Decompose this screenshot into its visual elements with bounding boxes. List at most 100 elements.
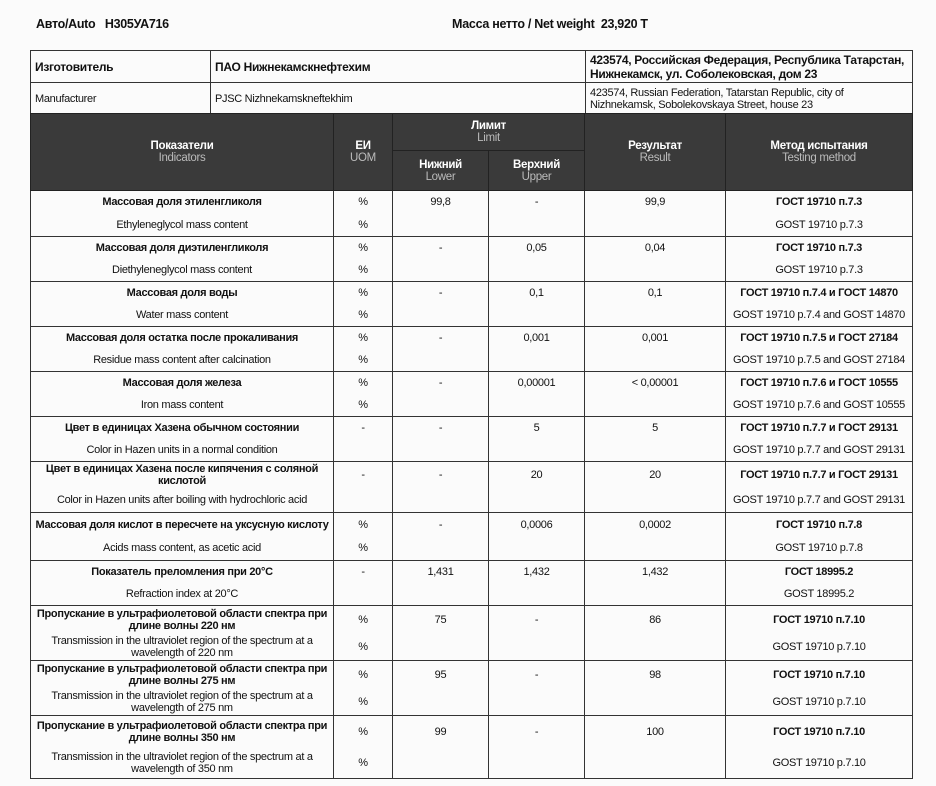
- table-row-en: Water mass content % GOST 19710 p.7.4 an…: [30, 304, 914, 327]
- manufacturer-address-ru: 423574, Российская Федерация, Республика…: [585, 50, 913, 83]
- result-value: 1,432: [584, 560, 727, 584]
- table-row-en: Color in Hazen units in a normal conditi…: [30, 439, 914, 462]
- empty-cell: [584, 213, 727, 237]
- indicator-ru: Цвет в единицах Хазена обычном состоянии: [30, 416, 334, 440]
- method-en: GOST 19710 p.7.10: [725, 747, 914, 779]
- empty-cell: [392, 213, 489, 237]
- method-ru: ГОСТ 19710 п.7.5 и ГОСТ 27184: [725, 326, 914, 350]
- empty-cell: [487, 688, 586, 716]
- col-result: Результат Result: [584, 113, 727, 191]
- uom-value-en: %: [333, 536, 393, 561]
- upper-limit: 0,05: [487, 236, 586, 260]
- vehicle-info: Авто/Auto Н305УА716: [36, 17, 169, 31]
- uom-value: %: [333, 236, 393, 260]
- method-en: GOST 19710 p.7.10: [725, 688, 914, 716]
- method-ru: ГОСТ 19710 п.7.7 и ГОСТ 29131: [725, 461, 914, 488]
- method-en: GOST 19710 p.7.3: [725, 259, 914, 282]
- method-en: GOST 19710 p.7.10: [725, 633, 914, 661]
- upper-limit: 20: [487, 461, 586, 488]
- result-value: 99,9: [584, 190, 727, 214]
- upper-limit: 0,0006: [487, 512, 586, 537]
- empty-cell: [487, 747, 586, 779]
- method-en: GOST 19710 p.7.7 and GOST 29131: [725, 487, 914, 513]
- lower-limit: -: [392, 371, 489, 395]
- result-value: 5: [584, 416, 727, 440]
- result-value: 0,1: [584, 281, 727, 305]
- indicator-ru: Цвет в единицах Хазена после кипячения с…: [30, 461, 334, 488]
- table-row: Цвет в единицах Хазена после кипячения с…: [30, 461, 914, 488]
- indicator-en: Residue mass content after calcination: [30, 349, 334, 372]
- indicator-ru: Пропускание в ультрафиолетовой области с…: [30, 715, 334, 748]
- table-row-en: Refraction index at 20°C GOST 18995.2: [30, 583, 914, 606]
- uom-value-en: %: [333, 259, 393, 282]
- lower-limit: 99: [392, 715, 489, 748]
- manufacturer-table: Изготовитель ПАО Нижнекамскнефтехим 4235…: [30, 50, 913, 115]
- empty-cell: [584, 536, 727, 561]
- upper-limit: -: [487, 190, 586, 214]
- table-row: Показатель преломления при 20°С - 1,431 …: [30, 560, 914, 584]
- lower-limit: -: [392, 416, 489, 440]
- lower-limit: -: [392, 236, 489, 260]
- uom-value-en: [333, 583, 393, 606]
- col-lower: Нижний Lower: [392, 150, 489, 191]
- upper-limit: 5: [487, 416, 586, 440]
- uom-value-en: %: [333, 394, 393, 417]
- manufacturer-row-en: Manufacturer PJSC Nizhnekamskneftekhim 4…: [30, 82, 913, 115]
- table-row: Пропускание в ультрафиолетовой области с…: [30, 605, 914, 634]
- indicator-en: Water mass content: [30, 304, 334, 327]
- empty-cell: [584, 583, 727, 606]
- uom-value: %: [333, 605, 393, 634]
- method-ru: ГОСТ 19710 п.7.10: [725, 660, 914, 689]
- uom-value: %: [333, 371, 393, 395]
- result-value: 20: [584, 461, 727, 488]
- manufacturer-name-ru: ПАО Нижнекамскнефтехим: [210, 50, 586, 83]
- uom-value-en: %: [333, 688, 393, 716]
- indicator-en: Iron mass content: [30, 394, 334, 417]
- lower-limit: 95: [392, 660, 489, 689]
- empty-cell: [584, 349, 727, 372]
- upper-limit: -: [487, 605, 586, 634]
- method-en: GOST 19710 p.7.4 and GOST 14870: [725, 304, 914, 327]
- result-value: 0,0002: [584, 512, 727, 537]
- indicator-ru: Массовая доля кислот в пересчете на уксу…: [30, 512, 334, 537]
- upper-limit: 0,001: [487, 326, 586, 350]
- manufacturer-label-en: Manufacturer: [30, 82, 211, 115]
- lower-limit: -: [392, 281, 489, 305]
- empty-cell: [392, 747, 489, 779]
- lower-limit: -: [392, 326, 489, 350]
- empty-cell: [584, 688, 727, 716]
- upper-limit: -: [487, 660, 586, 689]
- empty-cell: [487, 349, 586, 372]
- empty-cell: [392, 439, 489, 462]
- uom-value: %: [333, 190, 393, 214]
- uom-value-en: [333, 439, 393, 462]
- table-row: Массовая доля воды % - 0,1 0,1 ГОСТ 1971…: [30, 281, 914, 305]
- table-row-en: Transmission in the ultraviolet region o…: [30, 688, 914, 716]
- empty-cell: [584, 304, 727, 327]
- indicator-en: Transmission in the ultraviolet region o…: [30, 688, 334, 716]
- upper-limit: 0,00001: [487, 371, 586, 395]
- empty-cell: [584, 394, 727, 417]
- result-value: 98: [584, 660, 727, 689]
- table-row: Пропускание в ультрафиолетовой области с…: [30, 660, 914, 689]
- indicator-en: Ethyleneglycol mass content: [30, 213, 334, 237]
- manufacturer-address-en: 423574, Russian Federation, Tatarstan Re…: [585, 82, 913, 115]
- result-value: 86: [584, 605, 727, 634]
- method-ru: ГОСТ 19710 п.7.10: [725, 605, 914, 634]
- empty-cell: [392, 487, 489, 513]
- method-en: GOST 18995.2: [725, 583, 914, 606]
- indicator-en: Acids mass content, as acetic acid: [30, 536, 334, 561]
- uom-value: -: [333, 416, 393, 440]
- indicator-ru: Массовая доля этиленгликоля: [30, 190, 334, 214]
- uom-value: %: [333, 512, 393, 537]
- indicator-en: Color in Hazen units in a normal conditi…: [30, 439, 334, 462]
- empty-cell: [584, 633, 727, 661]
- manufacturer-name-en: PJSC Nizhnekamskneftekhim: [210, 82, 586, 115]
- empty-cell: [392, 633, 489, 661]
- empty-cell: [487, 213, 586, 237]
- results-table: Показатели Indicators ЕИ UOM Лимит Limit Ре…: [30, 113, 914, 779]
- uom-value: -: [333, 461, 393, 488]
- empty-cell: [584, 439, 727, 462]
- manufacturer-label-ru: Изготовитель: [30, 50, 211, 83]
